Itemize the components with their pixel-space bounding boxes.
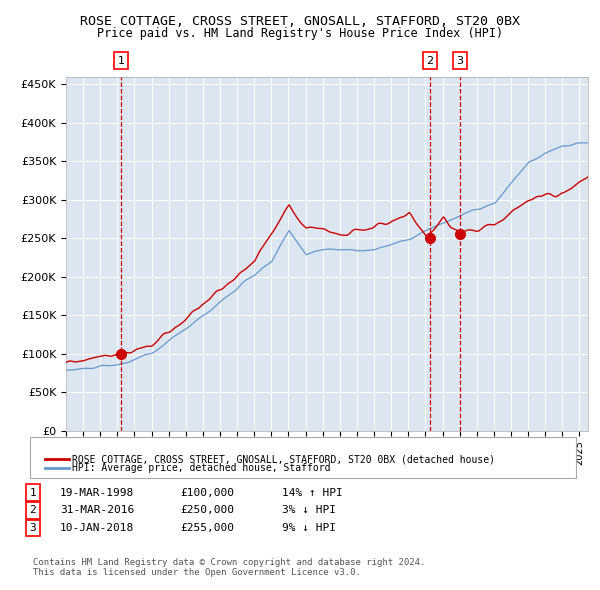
- Text: 9% ↓ HPI: 9% ↓ HPI: [282, 523, 336, 533]
- Text: 1: 1: [118, 55, 125, 65]
- Text: 3: 3: [457, 55, 464, 65]
- Text: 31-MAR-2016: 31-MAR-2016: [60, 506, 134, 515]
- Text: ROSE COTTAGE, CROSS STREET, GNOSALL, STAFFORD, ST20 0BX (detached house): ROSE COTTAGE, CROSS STREET, GNOSALL, STA…: [72, 454, 495, 464]
- Text: 3% ↓ HPI: 3% ↓ HPI: [282, 506, 336, 515]
- Text: ROSE COTTAGE, CROSS STREET, GNOSALL, STAFFORD, ST20 0BX: ROSE COTTAGE, CROSS STREET, GNOSALL, STA…: [80, 15, 520, 28]
- Text: HPI: Average price, detached house, Stafford: HPI: Average price, detached house, Staf…: [72, 464, 331, 473]
- Text: 3: 3: [29, 523, 37, 533]
- Text: 10-JAN-2018: 10-JAN-2018: [60, 523, 134, 533]
- Text: 2: 2: [426, 55, 433, 65]
- Text: £100,000: £100,000: [180, 488, 234, 497]
- Text: Price paid vs. HM Land Registry's House Price Index (HPI): Price paid vs. HM Land Registry's House …: [97, 27, 503, 40]
- Text: 1: 1: [29, 488, 37, 497]
- Text: Contains HM Land Registry data © Crown copyright and database right 2024.
This d: Contains HM Land Registry data © Crown c…: [33, 558, 425, 577]
- Text: £250,000: £250,000: [180, 506, 234, 515]
- Text: 14% ↑ HPI: 14% ↑ HPI: [282, 488, 343, 497]
- Text: 19-MAR-1998: 19-MAR-1998: [60, 488, 134, 497]
- Text: £255,000: £255,000: [180, 523, 234, 533]
- Text: 2: 2: [29, 506, 37, 515]
